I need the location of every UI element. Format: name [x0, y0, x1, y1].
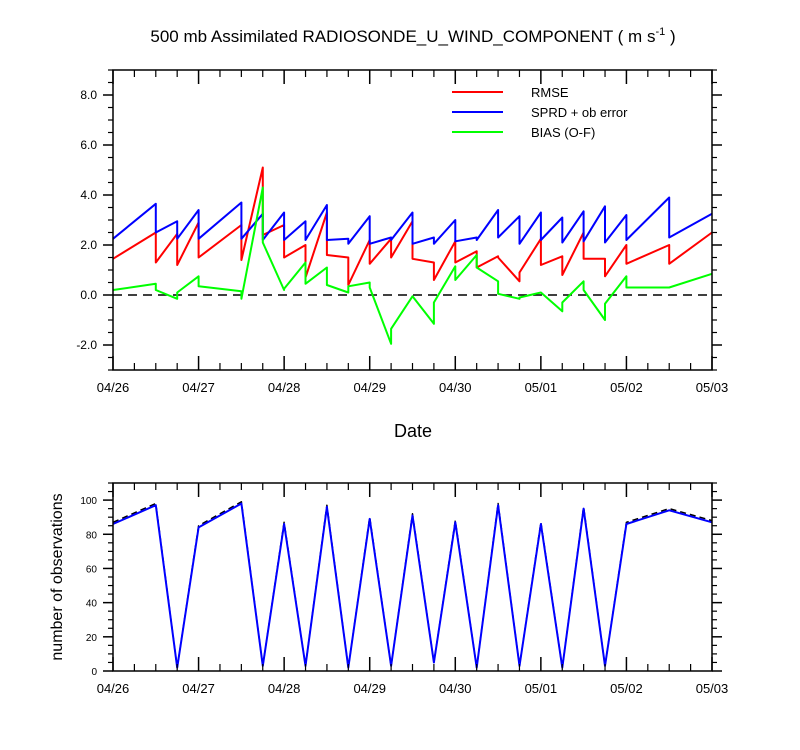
x-tick-label: 04/30	[439, 380, 472, 395]
series-line-possible	[112, 501, 713, 669]
y-tick-label: 40	[86, 599, 98, 610]
legend-label-rmse: RMSE	[531, 85, 569, 100]
y-tick-label: 60	[86, 564, 98, 575]
y-tick-label: 6.0	[80, 138, 97, 152]
x-tick-label: 04/28	[268, 681, 301, 696]
y-tick-label: 100	[80, 496, 97, 507]
y-tick-label: 0	[91, 667, 97, 678]
x-tick-label: 05/02	[610, 681, 643, 696]
x-tick-label: 04/29	[353, 380, 386, 395]
legend: RMSE SPRD + ob error BIAS (O-F)	[452, 85, 628, 140]
x-tick-label: 05/02	[610, 380, 643, 395]
chart-title: 500 mb Assimilated RADIOSONDE_U_WIND_COM…	[150, 26, 675, 46]
y-tick-label: 0.0	[80, 288, 97, 302]
legend-label-bias: BIAS (O-F)	[531, 125, 595, 140]
x-tick-label: 05/01	[525, 681, 558, 696]
y-tick-label: 20	[86, 633, 98, 644]
x-axis-label: Date	[394, 421, 432, 441]
y-tick-label: 4.0	[80, 188, 97, 202]
y-tick-label: 80	[86, 530, 98, 541]
legend-label-sprd: SPRD + ob error	[531, 105, 628, 120]
bottom-panel-series	[112, 501, 713, 669]
x-tick-label: 04/26	[97, 380, 130, 395]
y-axis-label-observations: number of observations	[49, 493, 66, 660]
top-panel-series	[112, 166, 713, 345]
x-tick-label: 04/28	[268, 380, 301, 395]
x-tick-label: 04/27	[182, 380, 215, 395]
x-tick-label: 04/30	[439, 681, 472, 696]
series-line-bias-o-f	[112, 186, 713, 345]
top-panel-ticks	[103, 69, 722, 371]
bottom-panel-ticks	[103, 482, 722, 672]
bottom-panel-frame	[112, 482, 713, 672]
x-tick-label: 05/03	[696, 380, 729, 395]
bottom-panel-tick-labels: 04/26 04/27 04/28 04/29 04/30 05/01 05/02 05/03…	[80, 496, 728, 696]
series-line-used	[112, 502, 713, 669]
y-tick-label: 2.0	[80, 238, 97, 252]
y-tick-label: 8.0	[80, 88, 97, 102]
y-tick-label: -2.0	[76, 338, 97, 352]
x-tick-label: 04/27	[182, 681, 215, 696]
x-tick-label: 04/26	[97, 681, 130, 696]
x-tick-label: 05/01	[525, 380, 558, 395]
x-tick-label: 04/29	[353, 681, 386, 696]
series-line-sprd-ob-error	[112, 196, 713, 245]
top-panel-tick-labels: 04/26 04/27 04/28 04/29 04/30 05/01 05/02 05/03…	[76, 88, 728, 395]
x-tick-label: 05/03	[696, 681, 729, 696]
